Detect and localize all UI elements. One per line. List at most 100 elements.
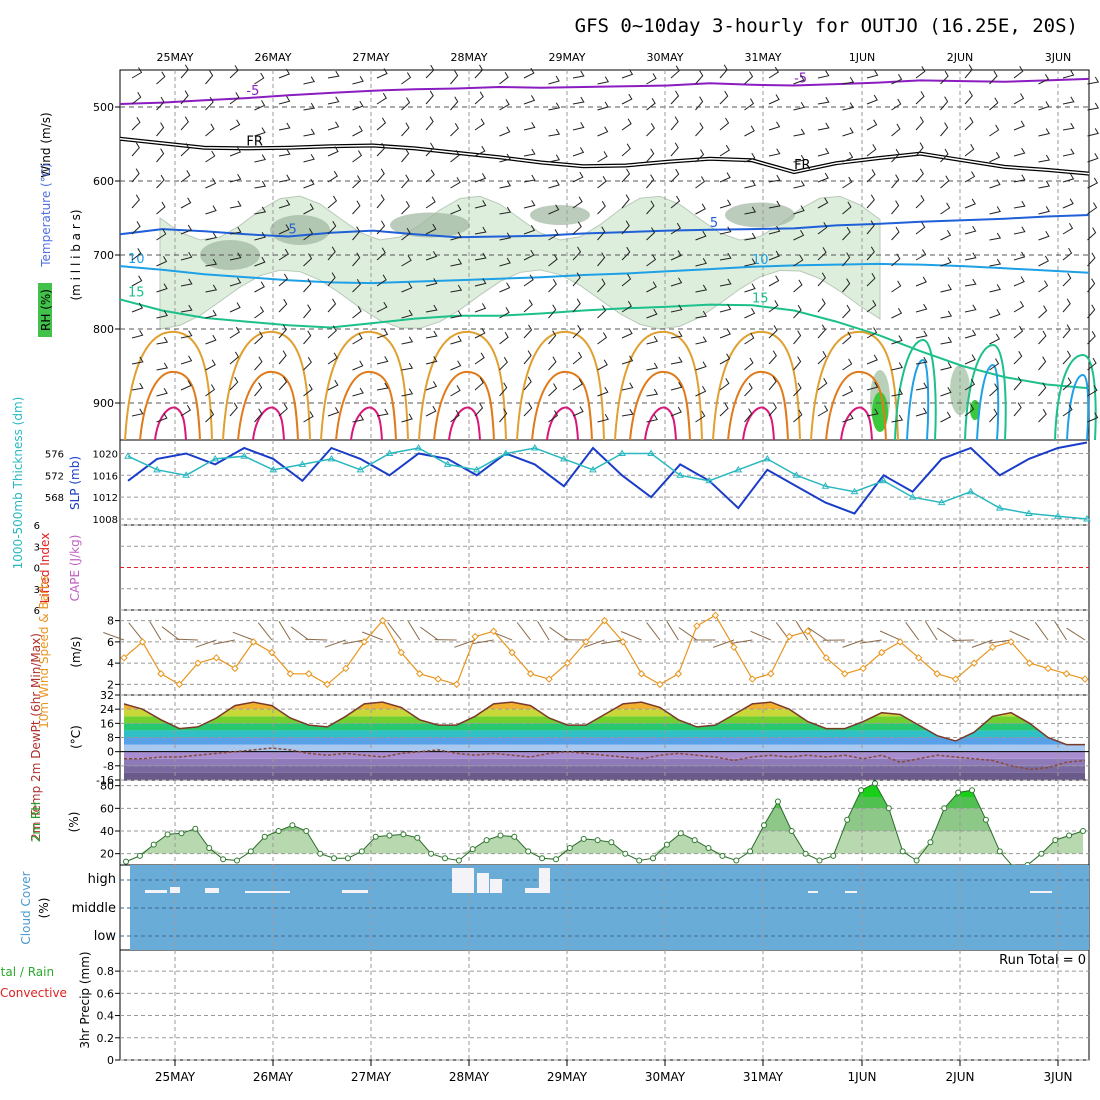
wind-barb	[793, 254, 804, 267]
wind-barb	[1009, 630, 1030, 641]
wind-barb	[1013, 66, 1024, 79]
wind-barb	[915, 249, 927, 261]
wind-barb	[376, 247, 386, 261]
wind-barb	[1062, 247, 1073, 261]
wind-barb	[670, 65, 680, 79]
wind-barb	[817, 172, 829, 183]
rh-point	[497, 832, 504, 839]
wind-barb	[474, 200, 487, 209]
slp-thickness-panel: 1008 1012 1016 1020 568 572 576	[45, 440, 1091, 526]
wind-barb	[327, 379, 339, 391]
wind-barb	[229, 302, 241, 313]
date-tick-label: 3JUN	[1045, 51, 1072, 64]
wind-barb	[131, 302, 144, 313]
wind-point	[933, 670, 941, 678]
wind-barb	[327, 70, 340, 79]
contour-label: 5	[289, 223, 297, 238]
wind-point	[767, 670, 775, 678]
wind-barb	[401, 174, 410, 189]
wind-barb	[744, 283, 756, 293]
wind-barb	[254, 408, 263, 423]
wind-barb	[254, 256, 266, 267]
wind-point	[342, 664, 350, 673]
cool-contour	[894, 338, 937, 441]
wind-barb	[450, 385, 461, 397]
wind-barb	[474, 327, 486, 339]
y-tick-label: 0	[107, 1054, 114, 1067]
wind-barb	[989, 333, 1001, 345]
y-tick-label: 4	[107, 657, 114, 670]
wind-barb	[1013, 174, 1026, 183]
li-tick-label: 0	[34, 564, 40, 575]
wind-barb	[450, 360, 462, 371]
wind-barb	[768, 300, 779, 313]
wind-barb	[327, 121, 340, 131]
wind-barb	[254, 306, 265, 319]
wind-barb	[964, 171, 976, 183]
wind-barb	[940, 387, 952, 397]
wind-barb	[450, 123, 459, 137]
warm-contour	[629, 370, 691, 441]
wind-point	[988, 643, 997, 651]
wind-barb	[646, 227, 656, 241]
wind-point	[970, 659, 978, 667]
wind-barb	[156, 362, 169, 371]
wind-barb	[523, 274, 534, 287]
wind-barb	[989, 124, 1000, 137]
wind-barb	[450, 70, 459, 85]
wind-barb	[1038, 231, 1050, 241]
wind-barb	[793, 74, 805, 85]
wind-barb	[719, 90, 729, 105]
wind-barb	[1062, 122, 1075, 131]
wind-barb	[450, 96, 459, 111]
wind-barb	[425, 356, 438, 365]
wind-barb	[499, 382, 508, 397]
wind-barb	[719, 403, 729, 417]
wind-barb	[1087, 76, 1100, 85]
wind-barb	[156, 122, 165, 137]
wind-barb	[1062, 173, 1075, 183]
wind-barb	[303, 383, 313, 397]
wind-barb	[254, 127, 266, 137]
wind-barb	[254, 356, 263, 371]
contour-label: 10	[128, 252, 145, 267]
wind-barb	[940, 411, 952, 423]
wind-barb	[621, 246, 631, 261]
wind-point	[711, 611, 720, 620]
wind-barb	[572, 324, 582, 339]
wind-barb	[352, 360, 364, 371]
wind-barb	[278, 148, 291, 157]
wind-barb	[352, 200, 361, 215]
wind-barb	[131, 194, 140, 209]
wind-barb	[303, 253, 313, 267]
wind-barb	[474, 118, 485, 131]
contour-label: 5	[710, 216, 718, 231]
wind-barb	[425, 278, 438, 287]
bottom-date-axis: 25MAY 26MAY 27MAY 28MAY 29MAY 30MAY 31MAY 1JUN 2…	[155, 1060, 1072, 1084]
wind-barb	[229, 252, 242, 261]
wind-barb	[989, 408, 998, 423]
rh-point	[566, 845, 573, 851]
wind-point	[951, 675, 960, 683]
wind-barb	[1013, 276, 1025, 287]
wind-barb	[278, 248, 289, 261]
wind-barb	[572, 298, 581, 313]
rh-point	[733, 857, 740, 864]
wind-barb	[621, 194, 630, 209]
wind-barb	[278, 224, 290, 235]
y-tick-label: 0	[107, 746, 114, 759]
rh-point	[1080, 828, 1086, 834]
wind-ylabels: 10m Wind Speed & Barbs (m/s)	[37, 575, 83, 729]
y-tick-label: 2	[107, 678, 114, 691]
y-tick-label: 600	[93, 175, 114, 188]
wind-barb	[646, 254, 657, 267]
temperature-contour	[119, 262, 1090, 285]
rh-unit-label: (%)	[67, 812, 81, 833]
wind-barb	[474, 145, 486, 157]
wind-barb	[621, 93, 633, 105]
wind-barb	[548, 179, 560, 189]
y-tick-label: 900	[93, 397, 114, 410]
wind-barb	[768, 174, 781, 183]
wind-barb	[205, 205, 217, 215]
contour-label: 10	[752, 253, 769, 268]
